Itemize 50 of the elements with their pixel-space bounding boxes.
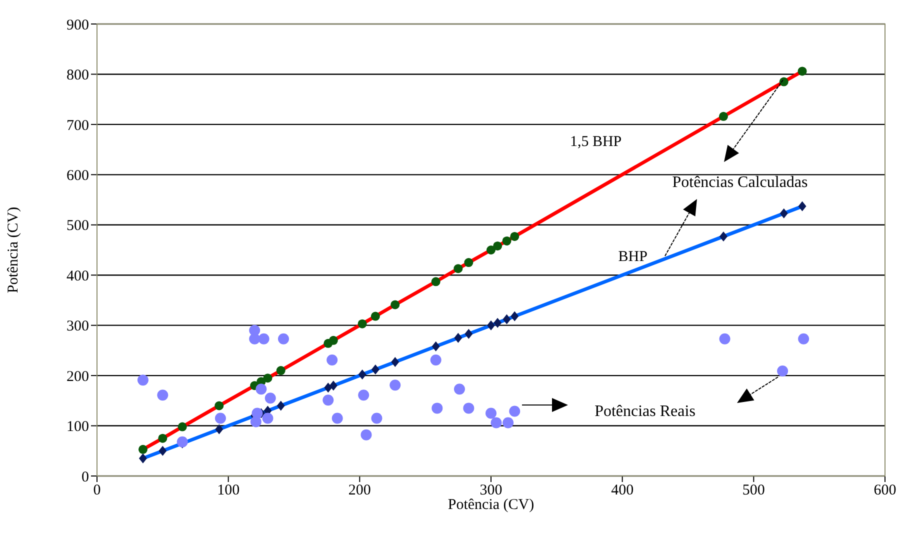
y-axis-title: Potência (CV) <box>5 206 22 294</box>
x-tick-label: 600 <box>874 482 896 499</box>
point <box>278 333 289 344</box>
point <box>719 333 730 344</box>
x-tick-label: 100 <box>217 482 240 499</box>
y-tick-label: 800 <box>66 68 89 84</box>
point <box>214 412 226 424</box>
y-tick-label: 400 <box>66 268 89 284</box>
point <box>360 429 372 440</box>
point <box>798 333 810 344</box>
y-tick-label: 200 <box>66 368 89 385</box>
point <box>454 384 465 395</box>
point <box>322 394 334 406</box>
y-tick-label: 500 <box>66 218 89 234</box>
y-tick-label: 900 <box>66 17 89 34</box>
x-tick-label: 0 <box>93 482 101 499</box>
point <box>358 390 370 401</box>
x-axis-title: Potência (CV) <box>448 497 534 513</box>
point <box>326 354 338 366</box>
x-tick-label: 300 <box>480 482 502 499</box>
point <box>463 402 474 414</box>
point <box>390 380 401 391</box>
x-tick-label: 400 <box>611 482 634 499</box>
point <box>509 406 520 417</box>
x-tick-label: 500 <box>742 482 765 499</box>
annotation: Potências Reais <box>594 403 696 420</box>
point <box>157 390 168 401</box>
point <box>430 354 442 366</box>
annotation: Potências Calculadas <box>672 174 808 191</box>
series-label: BHP <box>618 249 648 266</box>
point <box>256 384 267 395</box>
point <box>490 417 502 428</box>
series-label: 1,5 BHP <box>570 134 622 150</box>
y-tick-label: 0 <box>82 469 89 486</box>
point <box>777 366 788 377</box>
point <box>486 408 496 419</box>
point <box>262 412 274 424</box>
y-tick-label: 700 <box>66 118 89 134</box>
point <box>137 374 148 386</box>
y-tick-label: 100 <box>66 419 89 436</box>
point <box>432 402 443 414</box>
y-tick-label: 300 <box>66 318 89 335</box>
y-tick-label: 600 <box>66 168 89 184</box>
point <box>258 333 270 344</box>
point <box>264 392 276 404</box>
point <box>502 417 514 428</box>
x-tick-label: 200 <box>348 482 371 499</box>
point <box>249 333 260 344</box>
point <box>332 412 343 424</box>
point <box>371 412 382 424</box>
